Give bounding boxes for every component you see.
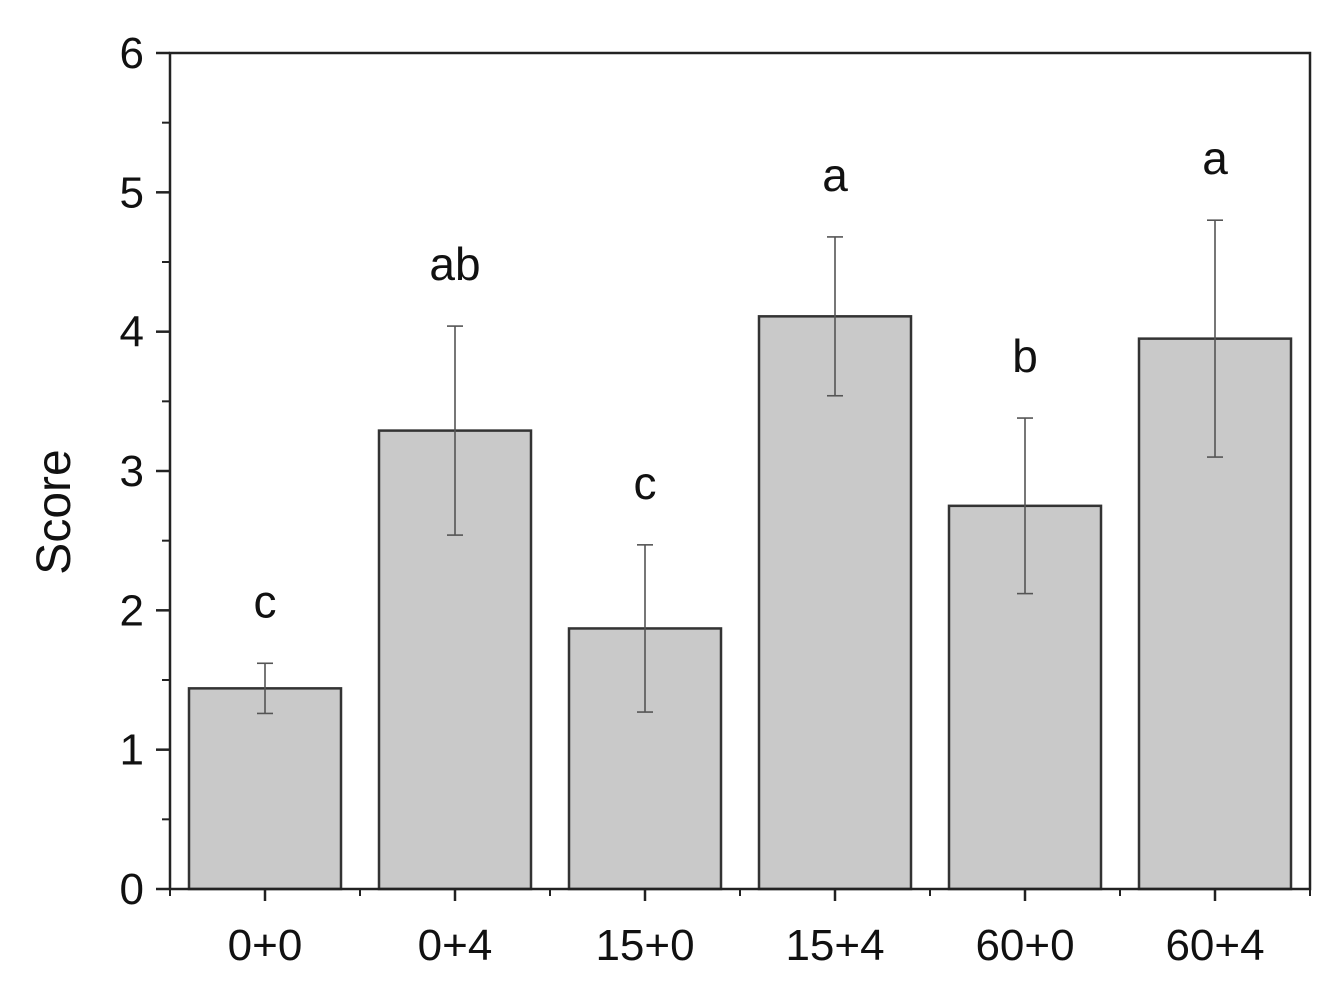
y-axis-label: Score (28, 449, 81, 574)
x-tick-label: 0+0 (228, 921, 303, 970)
y-tick-label: 3 (120, 447, 144, 496)
bar (187, 687, 343, 891)
x-tick-label: 60+4 (1165, 921, 1264, 970)
x-tick-label: 60+0 (975, 921, 1074, 970)
y-tick-label: 4 (120, 308, 144, 357)
y-tick-label: 6 (120, 29, 144, 78)
error-bars-layer (257, 219, 1223, 715)
significance-label: c (634, 457, 657, 509)
y-tick-label: 2 (120, 586, 144, 635)
x-tick-label: 15+4 (785, 921, 884, 970)
y-axis: 0 1 2 3 4 5 6 (120, 29, 170, 914)
x-tick-label: 0+4 (418, 921, 493, 970)
x-tick-label: 15+0 (595, 921, 694, 970)
y-tick-label: 1 (120, 726, 144, 775)
significance-label: ab (429, 238, 480, 290)
significance-label: a (1202, 132, 1228, 184)
bar (757, 315, 913, 891)
y-tick-label: 0 (120, 865, 144, 914)
significance-label: b (1012, 330, 1038, 382)
y-tick-label: 5 (120, 168, 144, 217)
bars-layer (187, 315, 1293, 891)
significance-label: a (822, 149, 848, 201)
x-axis: 0+0 0+4 15+0 15+4 60+0 60+4 (169, 889, 1311, 970)
significance-label: c (254, 575, 277, 627)
